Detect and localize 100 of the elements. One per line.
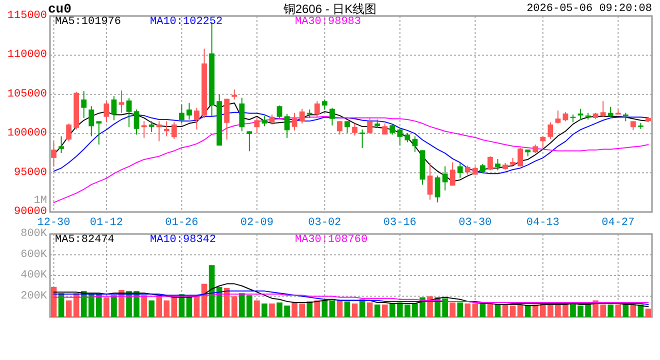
bar — [344, 301, 350, 317]
x-tick-label: 04-27 — [602, 217, 635, 229]
bar — [104, 297, 110, 317]
x-tick-label: 01-12 — [90, 217, 123, 229]
y-tick-label: 90000 — [14, 206, 47, 218]
bar — [450, 302, 456, 317]
annotation: cu0 — [48, 2, 72, 16]
candlestick — [232, 88, 238, 100]
bar — [352, 304, 358, 317]
bar — [194, 296, 200, 317]
candlestick — [548, 122, 554, 140]
bar — [141, 295, 147, 317]
candlestick — [630, 120, 636, 131]
candlestick — [141, 120, 147, 138]
bar — [480, 304, 486, 317]
line-series — [53, 294, 649, 303]
candlestick — [404, 132, 410, 143]
candlestick — [58, 136, 64, 154]
candlestick — [111, 96, 117, 121]
bar — [502, 304, 508, 317]
x-tick-label: 01-26 — [165, 217, 198, 229]
bar — [66, 300, 72, 317]
candlestick — [337, 120, 342, 136]
candlestick — [540, 136, 546, 148]
candlestick — [81, 90, 87, 118]
bar — [322, 300, 328, 317]
candlestick — [555, 110, 561, 124]
bar — [374, 304, 380, 317]
bar — [472, 304, 478, 317]
bar — [366, 302, 373, 317]
bar — [608, 304, 614, 317]
y-tick-label: 600K — [20, 248, 48, 261]
bar — [494, 304, 501, 317]
candlestick — [299, 108, 305, 124]
candlestick — [104, 100, 110, 123]
chart-title: 铜2606 - 日K线图 — [282, 2, 377, 16]
candlestick — [284, 113, 290, 138]
x-tick-label: 12-30 — [37, 217, 70, 229]
text: MA5:82474 — [55, 234, 115, 246]
candlestick — [367, 118, 373, 134]
candlestick — [352, 123, 358, 136]
bar — [630, 304, 636, 317]
x-tick-label: 03-16 — [383, 217, 416, 229]
candlestick — [314, 100, 320, 118]
candlestick — [578, 108, 584, 121]
candlestick — [171, 122, 177, 140]
text: MA10:102252 — [150, 16, 223, 28]
candlestick — [66, 123, 72, 142]
bar — [645, 308, 652, 317]
candlestick — [178, 104, 184, 124]
text: MA5:101976 — [55, 16, 122, 28]
candlestick — [156, 120, 162, 142]
candlestick — [442, 166, 448, 191]
candlestick — [239, 97, 245, 132]
candlestick — [246, 130, 252, 152]
candlestick — [344, 120, 350, 134]
candlestick — [148, 120, 154, 132]
bar — [262, 304, 268, 317]
bar — [487, 304, 494, 317]
x-tick-label: 02-09 — [240, 217, 274, 229]
y-tick-label: 800K — [20, 228, 48, 240]
text: MA10:98342 — [150, 234, 216, 246]
candlestick — [118, 90, 124, 114]
x-tick-label: 03-02 — [308, 217, 342, 229]
text: MA30:98983 — [295, 16, 362, 28]
y-tick-label: 400K — [20, 270, 48, 282]
bar — [615, 304, 622, 317]
candlestick — [254, 117, 260, 134]
text: MA30:108760 — [295, 234, 368, 246]
y-tick-label: 95000 — [14, 166, 47, 179]
candlestick — [186, 102, 192, 120]
y-tick-label: 200K — [20, 290, 48, 302]
line-series — [53, 290, 649, 306]
bar — [254, 300, 260, 317]
candlestick — [480, 163, 486, 174]
candlestick — [397, 127, 403, 146]
candlestick — [134, 109, 140, 136]
bar — [111, 295, 117, 317]
candlestick — [360, 129, 365, 148]
candlestick — [434, 175, 440, 203]
candlestick — [518, 147, 524, 167]
bar — [464, 304, 471, 317]
text: 1M — [34, 195, 47, 207]
candlestick — [51, 140, 56, 168]
candlestick — [276, 105, 282, 118]
bar — [524, 306, 531, 317]
y-tick-label: 115000 — [7, 10, 47, 22]
candlestick — [322, 98, 328, 110]
y-tick-label: 105000 — [7, 88, 47, 100]
candlestick — [464, 165, 470, 176]
candlestick — [450, 162, 456, 186]
bar — [517, 304, 524, 317]
x-tick-label: 03-30 — [458, 217, 492, 229]
candlestick — [457, 162, 463, 178]
bar — [622, 304, 629, 317]
candlestick — [96, 120, 102, 146]
candlestick — [292, 112, 298, 132]
candlestick — [194, 107, 200, 130]
candlestick — [427, 162, 433, 200]
x-tick-label: 04-13 — [526, 217, 560, 229]
